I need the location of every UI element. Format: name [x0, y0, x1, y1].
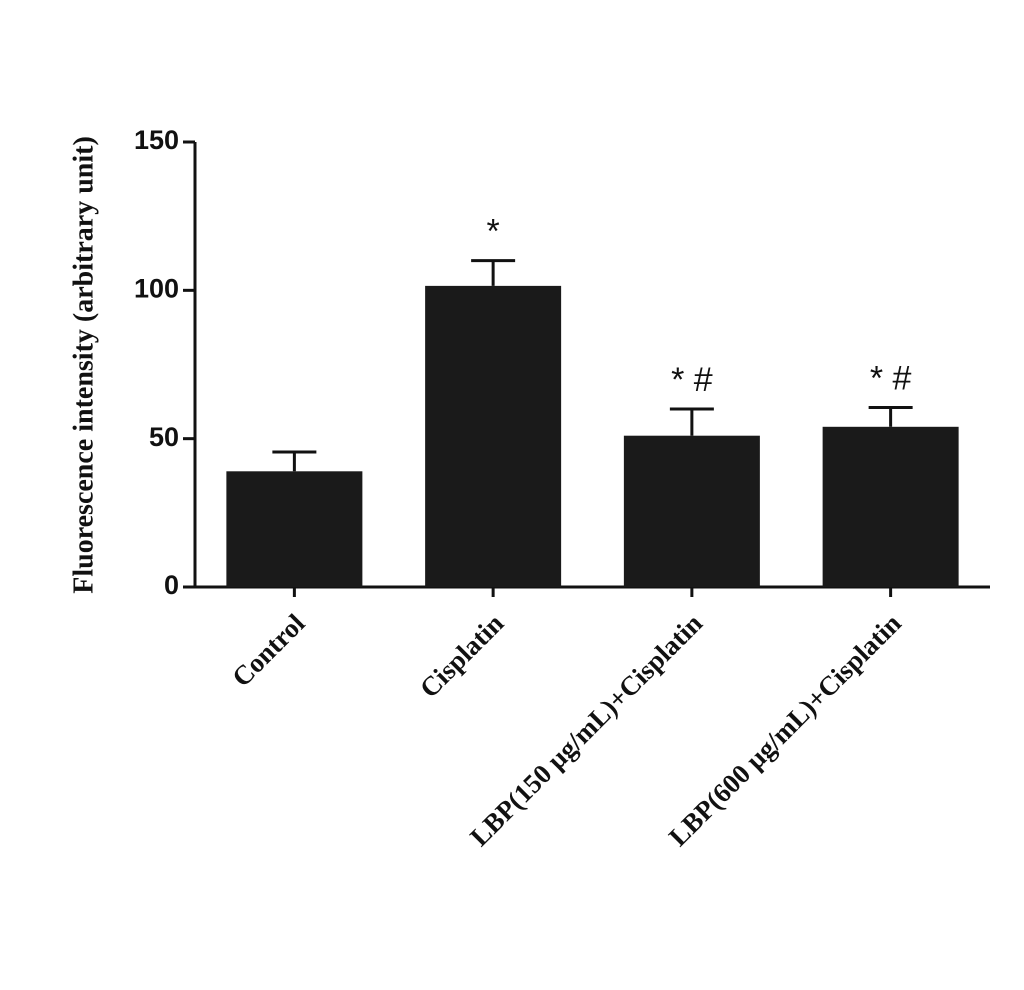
bar: [623, 435, 760, 587]
bar: [226, 471, 363, 587]
bar: [425, 285, 562, 587]
y-tick-label: 0: [164, 570, 179, 600]
annotation: *: [487, 213, 500, 251]
y-tick-label: 150: [134, 125, 179, 155]
x-tick-label: Control: [226, 608, 311, 693]
y-tick-label: 100: [134, 273, 179, 303]
annotation: * #: [671, 361, 713, 399]
x-tick-label: Cisplatin: [414, 608, 509, 703]
x-tick-label: LBP(150 μg/mL)+Cisplatin: [464, 608, 708, 852]
x-tick-label: LBP(600 μg/mL)+Cisplatin: [663, 608, 907, 852]
bar: [822, 426, 959, 587]
annotation: * #: [870, 360, 912, 398]
y-axis-label: Fluorescence intensity (arbitrary unit): [68, 136, 99, 594]
y-tick-label: 50: [149, 422, 179, 452]
